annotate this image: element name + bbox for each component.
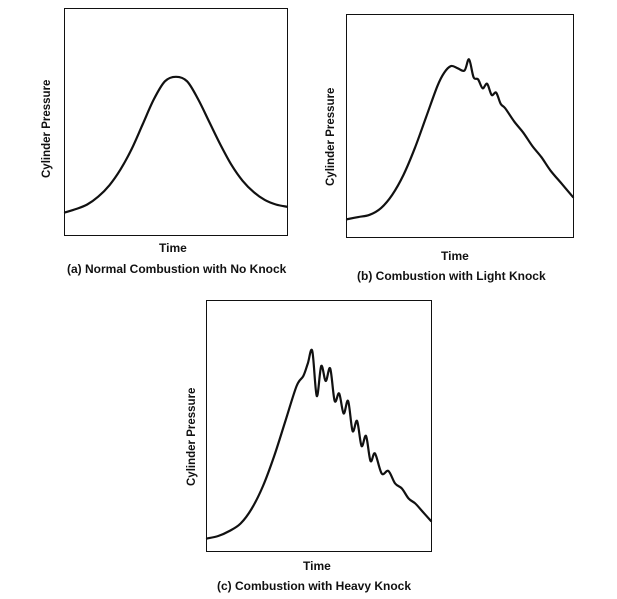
caption-c: (c) Combustion with Heavy Knock xyxy=(217,579,412,593)
pressure-curve-a xyxy=(65,77,287,213)
y-axis-label-a: Cylinder Pressure xyxy=(41,79,53,178)
y-axis-label-c: Cylinder Pressure xyxy=(186,387,198,486)
chart-b-svg xyxy=(347,15,573,237)
plot-area-b xyxy=(346,14,574,238)
x-axis-label-c: Time xyxy=(303,559,331,573)
x-axis-label-a: Time xyxy=(159,241,187,255)
pressure-curve-c xyxy=(207,350,431,539)
pressure-curve-b xyxy=(347,59,573,219)
y-axis-label-b: Cylinder Pressure xyxy=(325,87,337,186)
plot-area-c xyxy=(206,300,432,552)
caption-a: (a) Normal Combustion with No Knock xyxy=(67,262,287,276)
caption-b: (b) Combustion with Light Knock xyxy=(357,269,546,283)
x-axis-label-b: Time xyxy=(441,249,469,263)
plot-area-a xyxy=(64,8,288,236)
chart-a-svg xyxy=(65,9,287,235)
chart-c-svg xyxy=(207,301,431,551)
